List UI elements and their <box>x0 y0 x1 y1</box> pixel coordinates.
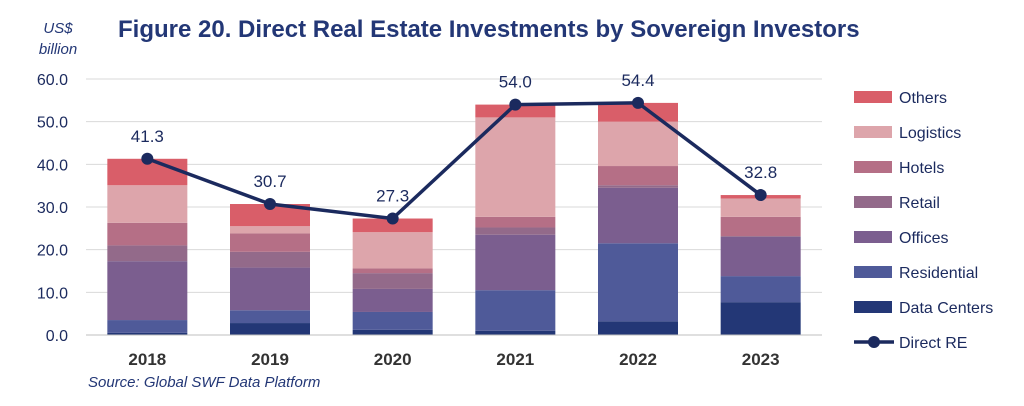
y-tick-label: 20.0 <box>37 243 68 260</box>
bar-segment-hotels <box>475 216 556 228</box>
bar-segment-logistics <box>352 232 433 269</box>
line-point <box>386 212 399 225</box>
bar-segment-data-centers <box>230 323 310 335</box>
y-tick-label: 10.0 <box>37 285 68 302</box>
bar-segment-logistics <box>720 198 801 217</box>
data-label: 41.3 <box>131 127 164 146</box>
bar-segment-hotels <box>230 233 310 252</box>
legend-label: Direct RE <box>899 335 967 352</box>
line-point <box>509 98 522 111</box>
y-tick-label: 30.0 <box>37 200 68 217</box>
x-tick-label: 2019 <box>251 350 289 369</box>
line-point <box>754 189 767 202</box>
line-point <box>632 96 644 109</box>
bar-segment-logistics <box>230 226 310 234</box>
x-tick-label: 2020 <box>374 350 412 369</box>
y-axis-unit-line2: billion <box>38 41 78 58</box>
bar-segment-residential <box>475 290 556 331</box>
legend-swatch <box>854 161 892 173</box>
bar-segment-residential <box>230 310 310 324</box>
bar-segment-data-centers <box>475 330 556 335</box>
bar-segment-data-centers <box>720 302 801 335</box>
bar-segment-retail <box>720 236 801 237</box>
bar-segment-residential <box>598 243 678 322</box>
data-label: 54.0 <box>499 73 532 92</box>
bar-segment-offices <box>475 234 556 291</box>
y-tick-label: 0.0 <box>46 328 68 345</box>
line-point <box>141 152 154 165</box>
legend-swatch <box>854 196 892 208</box>
bar-segment-others <box>230 204 310 227</box>
bar-segment-others <box>352 218 433 233</box>
legend-label: Offices <box>899 230 949 247</box>
legend-line-marker <box>868 336 880 348</box>
bar-segment-logistics <box>598 121 678 167</box>
legend-label: Residential <box>899 265 978 282</box>
direct-re-line: 41.3 30.7 27.3 54.0 54.4 32.8 <box>131 71 777 225</box>
bar-segment-residential <box>720 276 801 303</box>
source-note: Source: Global SWF Data Platform <box>88 374 321 391</box>
gridlines <box>86 78 822 293</box>
legend-swatch <box>854 91 892 103</box>
y-axis-unit-label: US$ billion <box>32 18 84 60</box>
bar-segment-logistics <box>475 117 556 217</box>
bar-segment-retail <box>107 245 188 262</box>
data-label: 32.8 <box>744 163 777 182</box>
bar-segment-data-centers <box>598 321 678 335</box>
data-label: 27.3 <box>376 187 409 206</box>
x-tick-label: 2021 <box>496 350 534 369</box>
y-axis-unit-line1: US$ <box>43 20 73 37</box>
stacked-bars <box>107 102 801 335</box>
x-tick-label: 2022 <box>619 350 657 369</box>
bar-segment-retail <box>475 227 556 235</box>
data-label: 30.7 <box>253 172 286 191</box>
line-series-direct-re <box>146 101 762 221</box>
legend-label: Data Centers <box>899 300 993 317</box>
bar-segment-data-centers <box>352 329 433 335</box>
axes: 0.0 10.0 20.0 30.0 40.0 50.0 60.0 2018 2019 2020 2… <box>37 72 822 369</box>
bar-segment-hotels <box>352 268 433 274</box>
y-tick-label: 60.0 <box>37 72 68 89</box>
line-point <box>264 198 276 211</box>
legend-label: Retail <box>899 195 940 212</box>
legend: Others Logistics Hotels Retail Offices Reside… <box>854 90 993 352</box>
legend-label: Logistics <box>899 125 961 142</box>
legend-label: Others <box>899 90 947 107</box>
bar-segment-residential <box>352 311 433 330</box>
bar-segment-offices <box>230 267 310 311</box>
bar-segment-data-centers <box>107 332 188 335</box>
legend-swatch <box>854 231 892 243</box>
bar-segment-residential <box>107 320 188 333</box>
x-tick-label: 2018 <box>128 350 166 369</box>
bar-segment-offices <box>720 236 801 277</box>
bar-segment-offices <box>352 288 433 312</box>
bar-segment-retail <box>352 273 433 289</box>
legend-swatch <box>854 301 892 313</box>
bar-segment-hotels <box>598 166 678 186</box>
bar-segment-offices <box>107 261 188 321</box>
legend-label: Hotels <box>899 160 944 177</box>
y-tick-label: 40.0 <box>37 157 68 174</box>
data-label: 54.4 <box>621 71 654 90</box>
bar-segment-others <box>475 104 556 118</box>
bar-segment-hotels <box>720 216 801 237</box>
y-tick-label: 50.0 <box>37 115 68 132</box>
bar-segment-hotels <box>107 222 188 246</box>
x-tick-label: 2023 <box>742 350 780 369</box>
bar-segment-retail <box>230 251 310 268</box>
bar-segment-logistics <box>107 185 188 223</box>
legend-swatch <box>854 266 892 278</box>
bar-segment-retail <box>598 185 678 188</box>
chart-title: Figure 20. Direct Real Estate Investment… <box>118 16 860 43</box>
legend-swatch <box>854 126 892 138</box>
bar-segment-offices <box>598 187 678 244</box>
